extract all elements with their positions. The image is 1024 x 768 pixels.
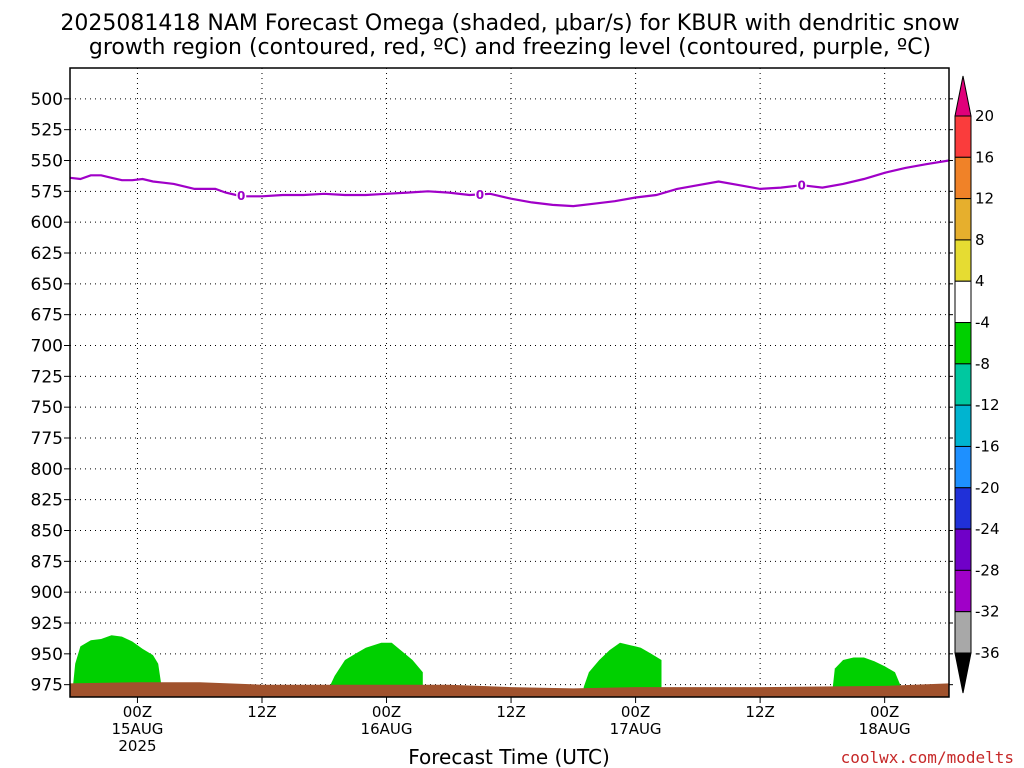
y-tick-label: 875 <box>31 552 63 572</box>
y-tick-label: 650 <box>31 275 63 295</box>
colorbar-swatch <box>954 115 972 158</box>
y-tick-label: 900 <box>31 583 63 603</box>
colorbar-swatch <box>954 611 972 654</box>
colorbar-swatch <box>954 156 972 200</box>
omega-region <box>583 642 662 697</box>
colorbar-label: -20 <box>975 479 1000 497</box>
y-tick-label: 575 <box>31 182 63 202</box>
colorbar: 20 16 12 8 4 -4 -8 -12 -16 -20 -24 -28 -32 -36 <box>954 75 1000 694</box>
colorbar-swatch <box>954 322 972 365</box>
colorbar-swatch <box>954 404 972 447</box>
colorbar-label: -8 <box>975 355 990 373</box>
chart-title-line1: 2025081418 NAM Forecast Omega (shaded, μ… <box>60 11 959 36</box>
colorbar-label: -36 <box>975 644 1000 662</box>
plot-frame <box>69 67 950 698</box>
y-tick-label: 700 <box>31 337 63 357</box>
colorbar-label: 4 <box>975 272 985 290</box>
y-tick-label: 625 <box>31 244 63 264</box>
contour-label-bg <box>474 187 485 202</box>
x-tick-date: 18AUG <box>859 720 911 738</box>
x-tick-label: 00Z <box>621 703 650 721</box>
contour-label-bg <box>796 178 807 193</box>
colorbar-swatch <box>954 528 972 571</box>
chart-title-line2: growth region (contoured, red, ºC) and f… <box>89 35 931 60</box>
x-tick-label: 12Z <box>496 703 525 721</box>
plot-area: 0 0 0 <box>69 67 950 698</box>
y-tick-label: 825 <box>31 491 63 511</box>
colorbar-label: -32 <box>975 603 1000 621</box>
colorbar-swatch <box>954 239 972 282</box>
freezing-level-line <box>70 159 949 208</box>
x-axis-title: Forecast Time (UTC) <box>408 745 610 768</box>
x-tick-label: 00Z <box>372 703 401 721</box>
y-axis-ticks: 500 525 550 575 600 625 650 675 700 725 750 775 800 8… <box>31 90 953 696</box>
x-tick-label: 00Z <box>870 703 899 721</box>
y-tick-label: 750 <box>31 398 63 418</box>
x-tick-label: 00Z <box>123 703 152 721</box>
x-tick-year: 2025 <box>118 737 156 755</box>
x-tick-date: 17AUG <box>610 720 662 738</box>
colorbar-label: 8 <box>975 231 985 249</box>
y-tick-label: 775 <box>31 429 63 449</box>
colorbar-swatch <box>954 198 972 241</box>
y-tick-label: 600 <box>31 213 63 233</box>
colorbar-label: 16 <box>975 148 994 166</box>
y-tick-label: 850 <box>31 522 63 542</box>
x-tick-label: 12Z <box>745 703 774 721</box>
y-tick-label: 725 <box>31 367 63 387</box>
colorbar-bottom-arrow <box>954 652 972 694</box>
colorbar-label: -24 <box>975 520 1000 538</box>
colorbar-label: -12 <box>975 396 1000 414</box>
colorbar-label: -4 <box>975 314 990 332</box>
colorbar-swatch <box>954 363 972 406</box>
y-tick-label: 550 <box>31 152 63 172</box>
y-tick-label: 500 <box>31 90 63 110</box>
colorbar-swatch <box>954 569 972 613</box>
x-tick-label: 12Z <box>247 703 276 721</box>
colorbar-swatch <box>954 445 972 489</box>
colorbar-swatch <box>954 280 972 324</box>
y-tick-label: 675 <box>31 306 63 326</box>
colorbar-label: -28 <box>975 561 1000 579</box>
y-tick-label: 950 <box>31 645 63 665</box>
omega-region <box>73 635 162 697</box>
colorbar-label: -16 <box>975 437 1000 455</box>
credit-text[interactable]: coolwx.com/modelts <box>841 748 1014 767</box>
colorbar-label: 20 <box>975 107 994 125</box>
plot-inner: 0 0 0 <box>70 68 949 697</box>
colorbar-top-arrow <box>954 75 972 117</box>
ground-surface <box>70 682 949 697</box>
freezing-level-label: 0 <box>797 179 805 193</box>
y-tick-label: 975 <box>31 676 63 696</box>
y-tick-label: 800 <box>31 460 63 480</box>
omega-region <box>329 642 423 697</box>
freezing-level-label: 0 <box>476 188 484 202</box>
colorbar-label: 12 <box>975 190 994 208</box>
x-tick-date: 15AUG <box>111 720 163 738</box>
y-tick-label: 925 <box>31 614 63 634</box>
x-tick-date: 16AUG <box>361 720 413 738</box>
freezing-level-label: 0 <box>237 189 245 203</box>
colorbar-swatch <box>954 487 972 530</box>
contour-label-bg <box>236 188 247 203</box>
y-tick-label: 525 <box>31 121 63 141</box>
